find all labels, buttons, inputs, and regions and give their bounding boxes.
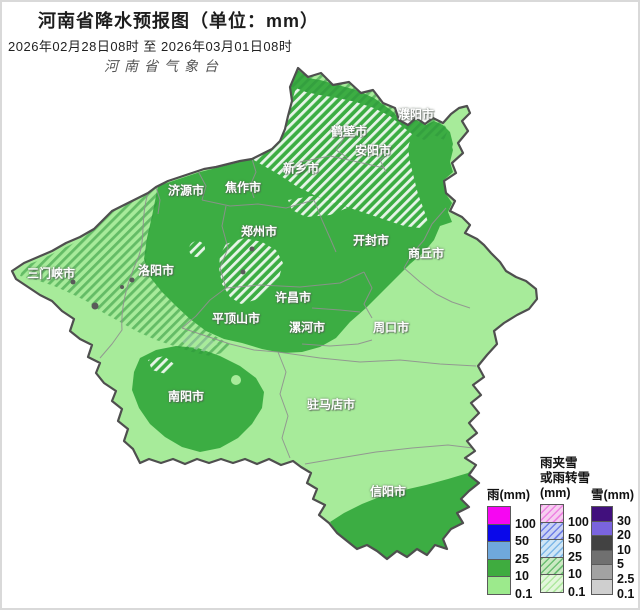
page-title: 河南省降水预报图（单位：mm） bbox=[38, 11, 320, 31]
rain-swatch bbox=[487, 558, 511, 578]
legend-row: 25 bbox=[487, 541, 530, 565]
snow-swatch bbox=[591, 520, 613, 537]
legend-value: 0.1 bbox=[617, 586, 635, 601]
sleet-swatch bbox=[540, 539, 564, 558]
rain-10-xinyang-region bbox=[330, 465, 479, 559]
province-border bbox=[10, 66, 539, 561]
legend-value: 100 bbox=[568, 514, 589, 529]
map-dot-marker bbox=[129, 277, 135, 283]
snow-swatch bbox=[591, 549, 613, 566]
legend-value: 25 bbox=[515, 551, 529, 566]
sleet-blob-nanyang-nw bbox=[148, 356, 174, 374]
legend-value: 5 bbox=[617, 557, 624, 572]
map-dot-marker bbox=[70, 279, 76, 285]
legend-value: 50 bbox=[568, 532, 582, 547]
legend-value: 25 bbox=[568, 549, 582, 564]
sleet-legend-title-line: (mm) bbox=[540, 486, 571, 500]
legend-value: 10 bbox=[515, 569, 529, 584]
city-boundaries bbox=[99, 127, 477, 465]
map-dot-marker bbox=[120, 285, 124, 289]
sleet-legend-title-line: 或雨转雪 bbox=[540, 471, 591, 485]
legend-value: 30 bbox=[617, 513, 631, 528]
sleet-small-blob bbox=[189, 241, 205, 257]
legend-value: 50 bbox=[515, 534, 529, 549]
legend-row: 50 bbox=[487, 523, 530, 547]
legend-row: 10 bbox=[487, 558, 530, 583]
legend-value: 10 bbox=[568, 567, 582, 582]
sleet-swatch bbox=[540, 574, 564, 593]
legend-row: 30 bbox=[591, 506, 634, 527]
sleet-legend-title-line: 雨夹雪 bbox=[540, 456, 578, 470]
sleet-0-1-top-strip bbox=[290, 70, 448, 140]
rain-legend: 雨(mm) 100 50 25 10 0.1 bbox=[487, 488, 536, 600]
sleet-0-1-west-region bbox=[20, 187, 232, 356]
legend-row: 0.1 bbox=[591, 578, 634, 600]
legend-row: 10 bbox=[540, 556, 590, 581]
legend-row: 0.1 bbox=[540, 574, 590, 598]
forecast-date-range: 2026年02月28日08时 至 2026年03月01日08时 bbox=[8, 39, 293, 54]
snow-swatch bbox=[591, 578, 613, 595]
sleet-legend: 雨夹雪 或雨转雪 (mm) 100 50 25 10 0.1 bbox=[540, 456, 590, 598]
map-dot-marker bbox=[240, 269, 246, 275]
legend-value: 0.1 bbox=[515, 586, 533, 601]
rain-swatch bbox=[487, 576, 511, 595]
rain-legend-title: 雨(mm) bbox=[487, 488, 531, 502]
legend-row: 100 bbox=[540, 504, 590, 528]
legend-value: 2.5 bbox=[617, 571, 635, 586]
legend-value: 100 bbox=[515, 516, 536, 531]
sleet-swatch bbox=[540, 504, 564, 523]
legend-value: 0.1 bbox=[568, 584, 586, 599]
legend-row: 100 bbox=[487, 506, 536, 530]
map-dot-marker bbox=[249, 246, 255, 252]
snow-swatch bbox=[591, 535, 613, 551]
legend-row: 25 bbox=[540, 539, 590, 563]
legend-row: 0.1 bbox=[487, 576, 532, 600]
sleet-swatch bbox=[540, 556, 564, 576]
legend-value: 20 bbox=[617, 528, 631, 543]
sleet-band-north-zhengzhou bbox=[288, 196, 347, 217]
rain-swatch bbox=[487, 506, 511, 525]
sleet-legend-title: 雨夹雪 或雨转雪 (mm) bbox=[540, 456, 590, 501]
nanyang-light-hole bbox=[231, 375, 241, 385]
legend-value: 10 bbox=[617, 542, 631, 557]
snow-legend: 雪(mm) 30 20 10 5 2.5 0.1 bbox=[591, 488, 635, 600]
legend-row: 2.5 bbox=[591, 564, 634, 585]
legend-row: 10 bbox=[591, 535, 634, 556]
rain-swatch bbox=[487, 523, 511, 543]
rain-legend-rows: 100 50 25 10 0.1 bbox=[487, 506, 536, 600]
agency-name: 河南省气象台 bbox=[104, 59, 224, 75]
rain-swatch bbox=[487, 541, 511, 560]
map-markers bbox=[70, 246, 255, 310]
snow-swatch bbox=[591, 506, 613, 522]
legend-row: 5 bbox=[591, 549, 634, 571]
snow-swatch bbox=[591, 564, 613, 580]
snow-legend-title: 雪(mm) bbox=[591, 488, 635, 502]
sleet-swatch bbox=[540, 521, 564, 541]
sleet-legend-rows: 100 50 25 10 0.1 bbox=[540, 504, 590, 598]
map-dot-marker bbox=[91, 302, 99, 310]
snow-legend-rows: 30 20 10 5 2.5 0.1 bbox=[591, 506, 634, 600]
legend-row: 20 bbox=[591, 520, 634, 541]
legend-row: 50 bbox=[540, 521, 590, 545]
